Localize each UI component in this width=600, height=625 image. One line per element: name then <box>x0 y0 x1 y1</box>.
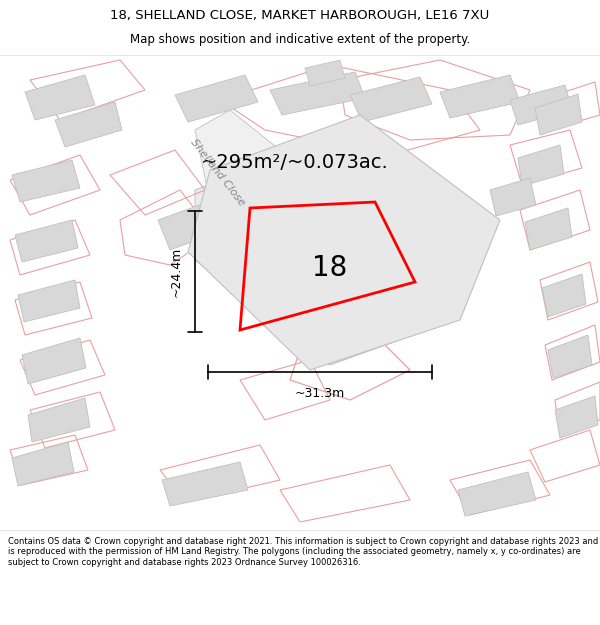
Polygon shape <box>542 274 586 317</box>
Polygon shape <box>188 115 500 370</box>
Polygon shape <box>12 442 74 486</box>
Polygon shape <box>18 280 80 322</box>
Polygon shape <box>195 130 490 365</box>
Polygon shape <box>490 178 536 216</box>
Polygon shape <box>28 398 90 442</box>
Polygon shape <box>195 110 310 270</box>
Polygon shape <box>158 202 218 250</box>
Polygon shape <box>22 338 86 384</box>
Text: 18, SHELLAND CLOSE, MARKET HARBOROUGH, LE16 7XU: 18, SHELLAND CLOSE, MARKET HARBOROUGH, L… <box>110 9 490 22</box>
Polygon shape <box>350 77 432 122</box>
Polygon shape <box>535 94 582 135</box>
Polygon shape <box>12 160 80 202</box>
Text: Map shows position and indicative extent of the property.: Map shows position and indicative extent… <box>130 33 470 46</box>
Text: Shelland Close: Shelland Close <box>189 137 247 208</box>
Polygon shape <box>548 335 592 378</box>
Text: ~31.3m: ~31.3m <box>295 387 345 400</box>
Text: 18: 18 <box>313 254 347 282</box>
Text: ~295m²/~0.073ac.: ~295m²/~0.073ac. <box>201 152 389 171</box>
Polygon shape <box>162 462 248 506</box>
Polygon shape <box>305 60 345 86</box>
Text: ~24.4m: ~24.4m <box>170 246 183 297</box>
Polygon shape <box>440 75 520 118</box>
Polygon shape <box>270 72 365 115</box>
Polygon shape <box>55 102 122 147</box>
Polygon shape <box>458 472 536 516</box>
Polygon shape <box>555 396 598 438</box>
Polygon shape <box>525 208 572 250</box>
Polygon shape <box>518 145 564 186</box>
Polygon shape <box>175 75 258 122</box>
Text: Contains OS data © Crown copyright and database right 2021. This information is : Contains OS data © Crown copyright and d… <box>8 537 598 567</box>
Polygon shape <box>25 75 95 120</box>
Polygon shape <box>510 85 572 125</box>
Polygon shape <box>15 220 78 262</box>
